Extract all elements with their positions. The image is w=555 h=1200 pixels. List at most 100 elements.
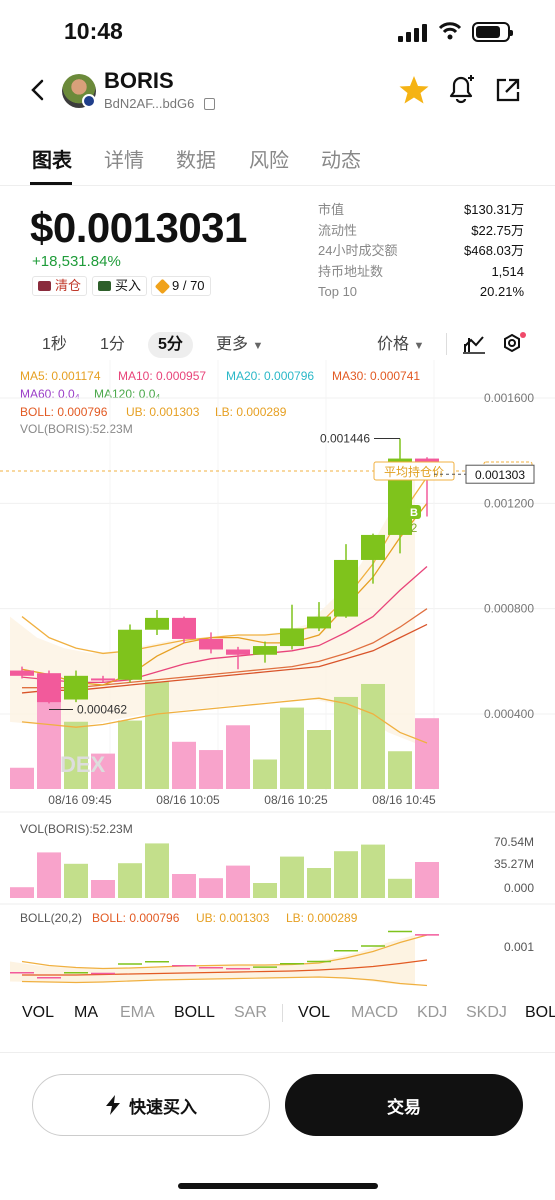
chevron-down-icon: ▼ bbox=[252, 340, 264, 352]
volume-bar bbox=[172, 741, 196, 789]
boll-pane-lb: LB: 0.000289 bbox=[286, 911, 358, 925]
sub-volume-bar bbox=[361, 844, 385, 898]
time-axis-label: 08/16 10:05 bbox=[156, 793, 220, 807]
candle-body bbox=[91, 678, 115, 681]
sub-volume-bar bbox=[253, 883, 277, 898]
ma20-line bbox=[22, 608, 428, 689]
stat-label: Top 10 bbox=[318, 284, 358, 299]
y-tick-label: 0.001200 bbox=[484, 496, 534, 510]
timeframe-5m[interactable]: 5分 bbox=[148, 332, 193, 358]
tab-activity[interactable]: 动态 bbox=[321, 150, 361, 172]
quick-buy-button[interactable]: 快速买入 bbox=[32, 1074, 270, 1136]
share-icon[interactable] bbox=[494, 76, 522, 104]
indicator-sar[interactable]: SAR bbox=[234, 1004, 267, 1021]
chart-settings-icon[interactable] bbox=[500, 332, 526, 356]
tag-clear-position[interactable]: 清仓 bbox=[32, 276, 88, 296]
boll-tick-label: 0.001 bbox=[504, 940, 534, 954]
stat-label: 流动性 bbox=[318, 222, 358, 238]
timeframe-more[interactable]: 更多 ▼ bbox=[216, 336, 264, 353]
active-tab-underline bbox=[30, 182, 72, 185]
candle-body bbox=[253, 646, 277, 655]
stat-label: 市值 bbox=[318, 202, 345, 217]
candle-body bbox=[64, 675, 88, 700]
indicator-vol-sub[interactable]: VOL bbox=[298, 1004, 331, 1021]
tag-buy[interactable]: 买入 bbox=[92, 276, 148, 296]
legend-text: VOL(BORIS):52.23M bbox=[20, 422, 133, 436]
favorite-star-icon[interactable] bbox=[398, 74, 430, 106]
sub-volume-bar bbox=[226, 865, 250, 898]
timeframe-1m[interactable]: 1分 bbox=[100, 336, 125, 353]
divider bbox=[282, 1004, 283, 1022]
alert-bell-icon[interactable] bbox=[446, 74, 476, 104]
boll-upper-line bbox=[21, 476, 428, 655]
sub-volume-bar bbox=[172, 874, 196, 898]
price-chart[interactable]: MA5: 0.001174 MA10: 0.000957 MA20: 0.00079… bbox=[0, 360, 555, 1000]
indicator-boll[interactable]: BOLL bbox=[174, 1004, 215, 1021]
legend-text: UB: 0.001303 bbox=[126, 405, 200, 419]
y-tick-label: 0.000800 bbox=[484, 602, 534, 616]
sub-volume-bar bbox=[280, 856, 304, 898]
legend-text: MA5: 0.001174 bbox=[20, 369, 101, 383]
trade-button[interactable]: 交易 bbox=[285, 1074, 523, 1136]
volume-bar bbox=[361, 683, 385, 789]
legend-text: BOLL: 0.000796 bbox=[20, 405, 108, 419]
back-icon[interactable] bbox=[28, 78, 48, 102]
volume-bar bbox=[199, 750, 223, 789]
tab-details[interactable]: 详情 bbox=[104, 150, 144, 172]
chain-badge-icon bbox=[82, 94, 96, 108]
market-stats: 市值 $130.31万 流动性 $22.75万 24小时成交额 $468.03万 持币… bbox=[318, 200, 524, 303]
indicator-macd[interactable]: MACD bbox=[351, 1004, 399, 1021]
divider bbox=[0, 1052, 555, 1053]
indicator-kdj[interactable]: KDJ bbox=[417, 1004, 448, 1021]
home-indicator bbox=[178, 1183, 378, 1189]
candle-body bbox=[307, 616, 331, 629]
copy-icon[interactable] bbox=[204, 98, 215, 110]
price-mode-select[interactable]: 价格 ▼ bbox=[377, 336, 425, 353]
stat-value: $22.75万 bbox=[471, 222, 524, 238]
indicator-boll-sub[interactable]: BOLL bbox=[525, 1004, 555, 1021]
volume-bar bbox=[280, 707, 304, 789]
candle-body bbox=[145, 617, 169, 630]
legend-text: LB: 0.000289 bbox=[215, 405, 287, 419]
tab-data[interactable]: 数据 bbox=[176, 150, 216, 172]
tab-bar: 图表 详情 数据 风险 动态 bbox=[0, 140, 555, 186]
current-price: $0.0013031 bbox=[30, 204, 247, 251]
wallet-icon bbox=[38, 281, 51, 291]
indicator-skdj[interactable]: SKDJ bbox=[466, 1004, 507, 1021]
indicator-vol[interactable]: VOL bbox=[22, 1004, 55, 1021]
indicator-bar: VOL MA EMA BOLL SAR VOL MACD KDJ SKDJ BO… bbox=[0, 1000, 555, 1026]
stat-value: 20.21% bbox=[479, 284, 524, 299]
stat-value: $468.03万 bbox=[464, 243, 524, 258]
sub-volume-bar bbox=[10, 887, 34, 898]
sub-volume-bar bbox=[118, 863, 142, 898]
stat-value: $130.31万 bbox=[464, 202, 524, 217]
sub-volume-bar bbox=[388, 878, 412, 898]
bollinger-band bbox=[10, 477, 415, 743]
sub-volume-bar bbox=[145, 843, 169, 898]
volume-bar bbox=[118, 720, 142, 789]
indicator-ma[interactable]: MA bbox=[74, 1004, 98, 1021]
token-address: BdN2AF...bdG6 bbox=[104, 96, 195, 111]
candle-body bbox=[118, 629, 142, 680]
current-price-tag bbox=[465, 464, 535, 484]
price-change: +18,531.84% bbox=[32, 253, 121, 270]
wallet-icon bbox=[98, 281, 111, 291]
tab-chart[interactable]: 图表 bbox=[32, 150, 72, 172]
time-axis-label: 08/16 09:45 bbox=[48, 793, 112, 807]
tag-holders[interactable]: 9 / 70 bbox=[151, 276, 211, 296]
sub-volume-bar bbox=[199, 878, 223, 898]
wifi-icon bbox=[438, 22, 462, 40]
buy-marker bbox=[407, 505, 421, 519]
volume-bar bbox=[334, 696, 358, 789]
candle-body bbox=[226, 649, 250, 655]
indicator-chart-icon[interactable] bbox=[463, 334, 485, 354]
y-tick-label: 0.001600 bbox=[484, 391, 534, 405]
boll-lower-line bbox=[21, 697, 428, 744]
candle-body bbox=[172, 617, 196, 639]
indicator-ema[interactable]: EMA bbox=[120, 1004, 155, 1021]
chevron-down-icon: ▼ bbox=[413, 340, 425, 352]
tab-risk[interactable]: 风险 bbox=[249, 150, 289, 172]
timeframe-1s[interactable]: 1秒 bbox=[42, 336, 67, 353]
buy-marker-label: B bbox=[410, 507, 418, 519]
sub-volume-bar bbox=[64, 863, 88, 898]
